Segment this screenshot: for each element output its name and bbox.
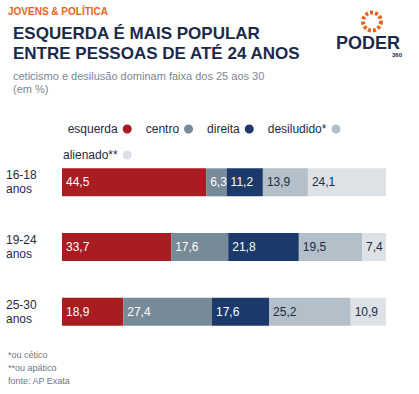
svg-text:alienado**: alienado** [63, 148, 118, 162]
svg-text:anos: anos [6, 182, 32, 196]
svg-text:21,8: 21,8 [232, 240, 256, 254]
svg-text:direita: direita [207, 122, 240, 136]
svg-text:33,7: 33,7 [66, 240, 90, 254]
svg-text:11,2: 11,2 [231, 175, 254, 189]
svg-text:44,5: 44,5 [66, 175, 90, 189]
svg-text:fonte: AP Exata: fonte: AP Exata [8, 376, 70, 386]
svg-text:10,9: 10,9 [355, 305, 379, 319]
svg-text:anos: anos [6, 312, 32, 326]
svg-text:24,1: 24,1 [312, 175, 336, 189]
svg-text:centro: centro [146, 122, 180, 136]
svg-text:PODER: PODER [336, 33, 400, 53]
svg-text:(em %): (em %) [13, 83, 48, 95]
svg-text:anos: anos [6, 247, 32, 261]
svg-text:25-30: 25-30 [6, 298, 37, 312]
svg-text:19-24: 19-24 [6, 233, 37, 247]
svg-text:17,6: 17,6 [175, 240, 199, 254]
svg-text:27,4: 27,4 [127, 305, 151, 319]
svg-text:360: 360 [392, 52, 403, 58]
svg-text:6,3: 6,3 [210, 175, 227, 189]
svg-text:13,9: 13,9 [267, 175, 291, 189]
svg-text:JOVENS & POLÍTICA: JOVENS & POLÍTICA [8, 5, 108, 17]
svg-text:*ou cético: *ou cético [8, 350, 48, 360]
svg-text:16-18: 16-18 [6, 168, 37, 182]
svg-text:ceticismo e desilusão dominam: ceticismo e desilusão dominam faixa dos … [13, 70, 264, 82]
svg-text:25,2: 25,2 [273, 305, 297, 319]
svg-text:desiludido*: desiludido* [268, 122, 327, 136]
svg-text:19,5: 19,5 [303, 240, 327, 254]
svg-text:ENTRE PESSOAS DE ATÉ 24 ANOS: ENTRE PESSOAS DE ATÉ 24 ANOS [13, 44, 300, 63]
svg-text:17,6: 17,6 [216, 305, 240, 319]
svg-text:esquerda: esquerda [68, 122, 118, 136]
svg-text:18,9: 18,9 [66, 305, 90, 319]
svg-text:7,4: 7,4 [366, 240, 383, 254]
svg-text:ESQUERDA É MAIS POPULAR: ESQUERDA É MAIS POPULAR [13, 24, 260, 43]
svg-text:**ou apático: **ou apático [8, 363, 57, 373]
